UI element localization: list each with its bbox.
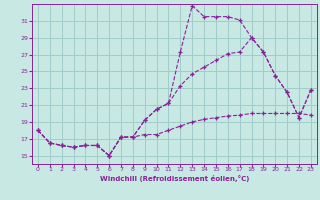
X-axis label: Windchill (Refroidissement éolien,°C): Windchill (Refroidissement éolien,°C) (100, 175, 249, 182)
